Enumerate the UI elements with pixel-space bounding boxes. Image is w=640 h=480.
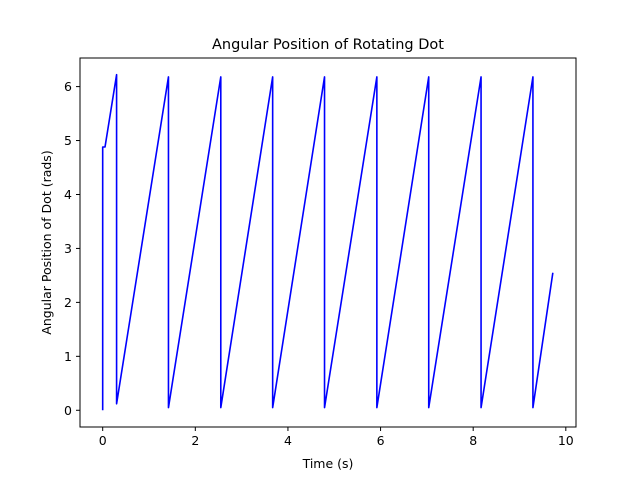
series-line-0	[101, 73, 554, 411]
y-tick-label: 2	[64, 295, 72, 310]
x-tick-label: 2	[191, 433, 199, 448]
x-tick-label: 10	[558, 433, 574, 448]
axes-frame	[79, 57, 577, 428]
x-tick-label: 8	[469, 433, 477, 448]
y-axis-label: Angular Position of Dot (rads)	[39, 150, 54, 334]
plot-area	[101, 73, 554, 411]
y-tick-label: 1	[64, 349, 72, 364]
y-tick-label: 6	[64, 79, 72, 94]
x-tick-label: 6	[377, 433, 385, 448]
chart-title: Angular Position of Rotating Dot	[212, 37, 444, 53]
x-tick-label: 4	[284, 433, 292, 448]
x-axis-label: Time (s)	[302, 456, 354, 471]
y-tick-label: 4	[64, 187, 72, 202]
y-tick-label: 0	[64, 403, 72, 418]
y-tick-label: 5	[64, 133, 72, 148]
x-tick-label: 0	[99, 433, 107, 448]
ticks: 0 2 4 6 8 10 0 1 2 3 4 5 6	[64, 79, 574, 448]
y-tick-label: 3	[64, 241, 72, 256]
